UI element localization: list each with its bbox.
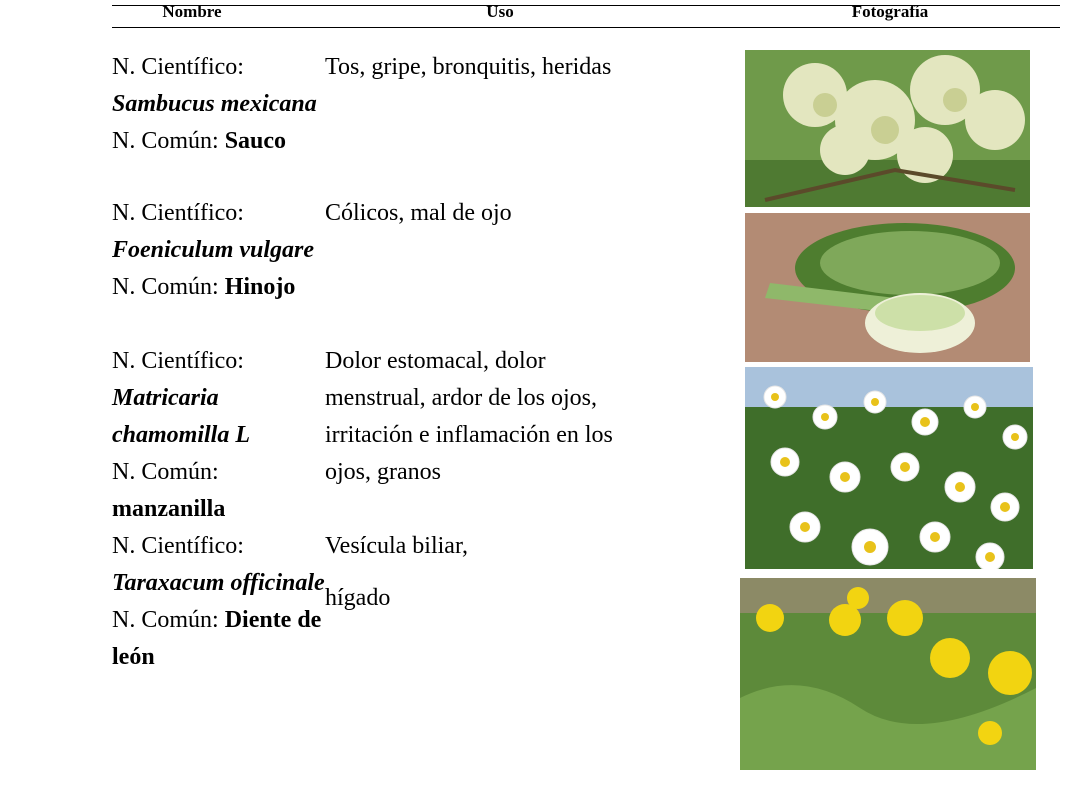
photo-hinojo	[745, 213, 1030, 362]
common-label: N. Común:	[112, 607, 219, 633]
uso-cell: Cólicos, mal de ojo	[325, 195, 647, 232]
name-cell: N. Científico: Sambucus mexicana N. Común:…	[112, 49, 327, 160]
common-label: N. Común:	[112, 128, 219, 154]
scientific-label: N. Científico:	[112, 348, 244, 374]
scientific-name: Sambucus mexicana	[112, 91, 317, 117]
common-label: N. Común:	[112, 274, 219, 300]
common-label: N. Común:	[112, 459, 219, 485]
header-rule	[112, 27, 1060, 28]
top-rule	[112, 5, 1060, 6]
name-cell: N. Científico: Foeniculum vulgare N. Común…	[112, 195, 327, 306]
uso-text: Vesícula biliar,	[325, 533, 468, 559]
scientific-name: Foeniculum vulgare	[112, 237, 315, 263]
header-foto: Fotografía	[851, 2, 929, 21]
common-name: Diente de león	[112, 607, 322, 670]
uso-text: Cólicos, mal de ojo	[325, 200, 512, 226]
name-cell: N. Científico: Matricaria chamomilla L N. …	[112, 343, 327, 528]
uso-text: hígado	[325, 585, 391, 611]
scientific-label: N. Científico:	[112, 54, 244, 80]
photo-sauco	[745, 50, 1030, 207]
scientific-name: Matricaria chamomilla L	[112, 385, 250, 448]
uso-cell: Tos, gripe, bronquitis, heridas	[325, 49, 647, 86]
uso-cell: Vesícula biliar, hígado	[325, 528, 647, 617]
uso-text: Tos, gripe, bronquitis, heridas	[325, 54, 612, 80]
name-cell: N. Científico: Taraxacum officinale N. Com…	[112, 528, 327, 676]
scientific-label: N. Científico:	[112, 533, 244, 559]
common-name: Sauco	[224, 128, 287, 154]
common-name: manzanilla	[112, 496, 226, 522]
scientific-name: Taraxacum officinale	[112, 570, 325, 596]
uso-text: Dolor estomacal, dolor menstrual, ardor …	[325, 348, 613, 485]
header-uso: Uso	[486, 2, 514, 21]
common-name: Hinojo	[224, 274, 296, 300]
scientific-label: N. Científico:	[112, 200, 244, 226]
photo-manzanilla	[745, 367, 1033, 569]
header-nombre: Nombre	[162, 2, 222, 21]
photo-diente-de-leon	[740, 578, 1036, 770]
uso-cell: Dolor estomacal, dolor menstrual, ardor …	[325, 343, 647, 491]
